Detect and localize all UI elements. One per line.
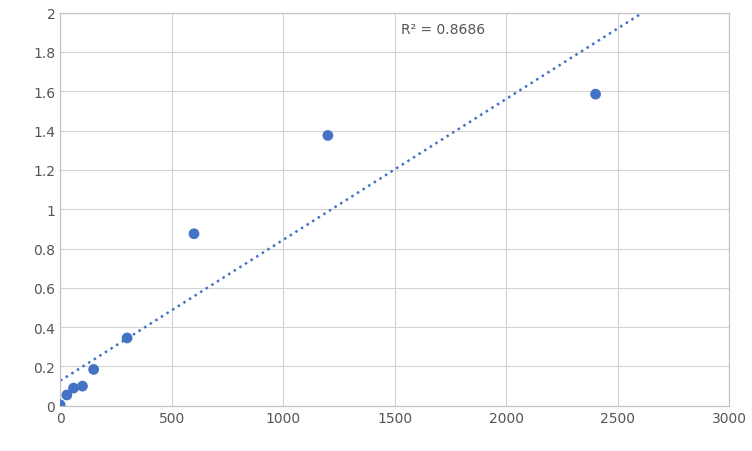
Point [54, 401, 66, 409]
Point [61, 391, 73, 399]
Point [590, 92, 602, 99]
Point [322, 133, 334, 140]
Point [77, 382, 89, 390]
Point [68, 385, 80, 392]
Point [188, 230, 200, 238]
Point [87, 366, 99, 373]
Text: R² = 0.8686: R² = 0.8686 [402, 23, 486, 37]
Point [121, 335, 133, 342]
